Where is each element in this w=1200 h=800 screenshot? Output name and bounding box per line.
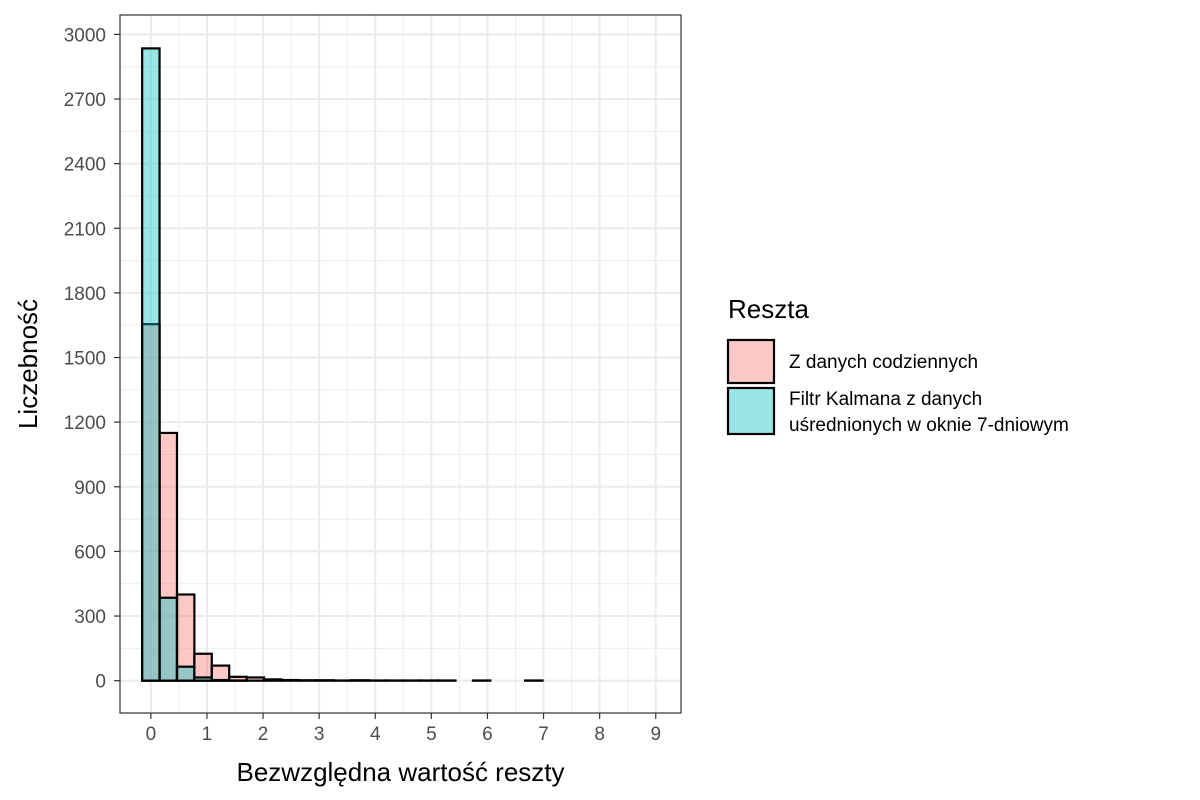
- y-axis-title: Liczebność: [13, 299, 43, 429]
- kalman-bar: [193, 676, 213, 682]
- legend: Reszta Z danych codziennych Filtr Kalman…: [726, 294, 1069, 436]
- legend-label-kalman-line2: uśrednionych w oknie 7-dniowym: [789, 415, 1069, 436]
- legend-title: Reszta: [728, 294, 809, 324]
- kalman-bar: [141, 47, 161, 682]
- y-tick-label: 900: [74, 478, 106, 499]
- y-tick-label: 1500: [64, 349, 106, 370]
- y-tick-label: 0: [95, 672, 106, 693]
- plot-background: [120, 15, 681, 713]
- x-axis-title: Bezwzględna wartość reszty: [236, 757, 564, 787]
- y-tick-label: 1800: [64, 284, 106, 305]
- kalman-bar: [210, 678, 231, 682]
- x-tick-label: 4: [370, 724, 381, 745]
- x-tick-label: 2: [258, 724, 269, 745]
- x-tick-label: 8: [594, 724, 605, 745]
- minor-gridlines: [120, 15, 681, 713]
- y-tick-label: 2400: [64, 155, 106, 176]
- y-tick-label: 2100: [64, 219, 106, 240]
- x-tick-label: 1: [202, 724, 213, 745]
- daily-bar: [245, 676, 266, 682]
- kalman-bar: [175, 665, 196, 682]
- daily-bar: [210, 664, 231, 682]
- legend-label-kalman-line1: Filtr Kalmana z danych: [789, 389, 982, 410]
- x-tick-label: 6: [482, 724, 493, 745]
- y-tick-label: 300: [74, 607, 106, 628]
- y-tick-label: 1200: [64, 413, 106, 434]
- x-tick-label: 0: [146, 724, 157, 745]
- y-tick-label: 3000: [64, 25, 106, 46]
- legend-key-kalman: [726, 386, 776, 436]
- plot-panel: [120, 15, 681, 713]
- x-tick-label: 3: [314, 724, 325, 745]
- daily-bar: [262, 678, 283, 682]
- y-axis-ticks: 0 300 600 900 1200 1500 1800 2100 2400 2700 3000: [64, 25, 120, 693]
- y-tick-label: 600: [74, 542, 106, 563]
- x-tick-label: 5: [426, 724, 437, 745]
- x-axis-ticks: 0 1 2 3 4 5 6 7 8 9: [146, 713, 661, 745]
- kalman-bar: [158, 596, 179, 682]
- daily-bar: [280, 678, 300, 682]
- major-gridlines: [120, 15, 681, 713]
- legend-key-daily: [726, 338, 776, 385]
- series-kalman-bars: [141, 47, 248, 682]
- plot-panel-border: [119, 14, 682, 714]
- y-tick-label: 2700: [64, 90, 106, 111]
- x-tick-label: 9: [650, 724, 661, 745]
- x-tick-label: 7: [538, 724, 549, 745]
- legend-label-daily: Z danych codziennych: [789, 352, 978, 373]
